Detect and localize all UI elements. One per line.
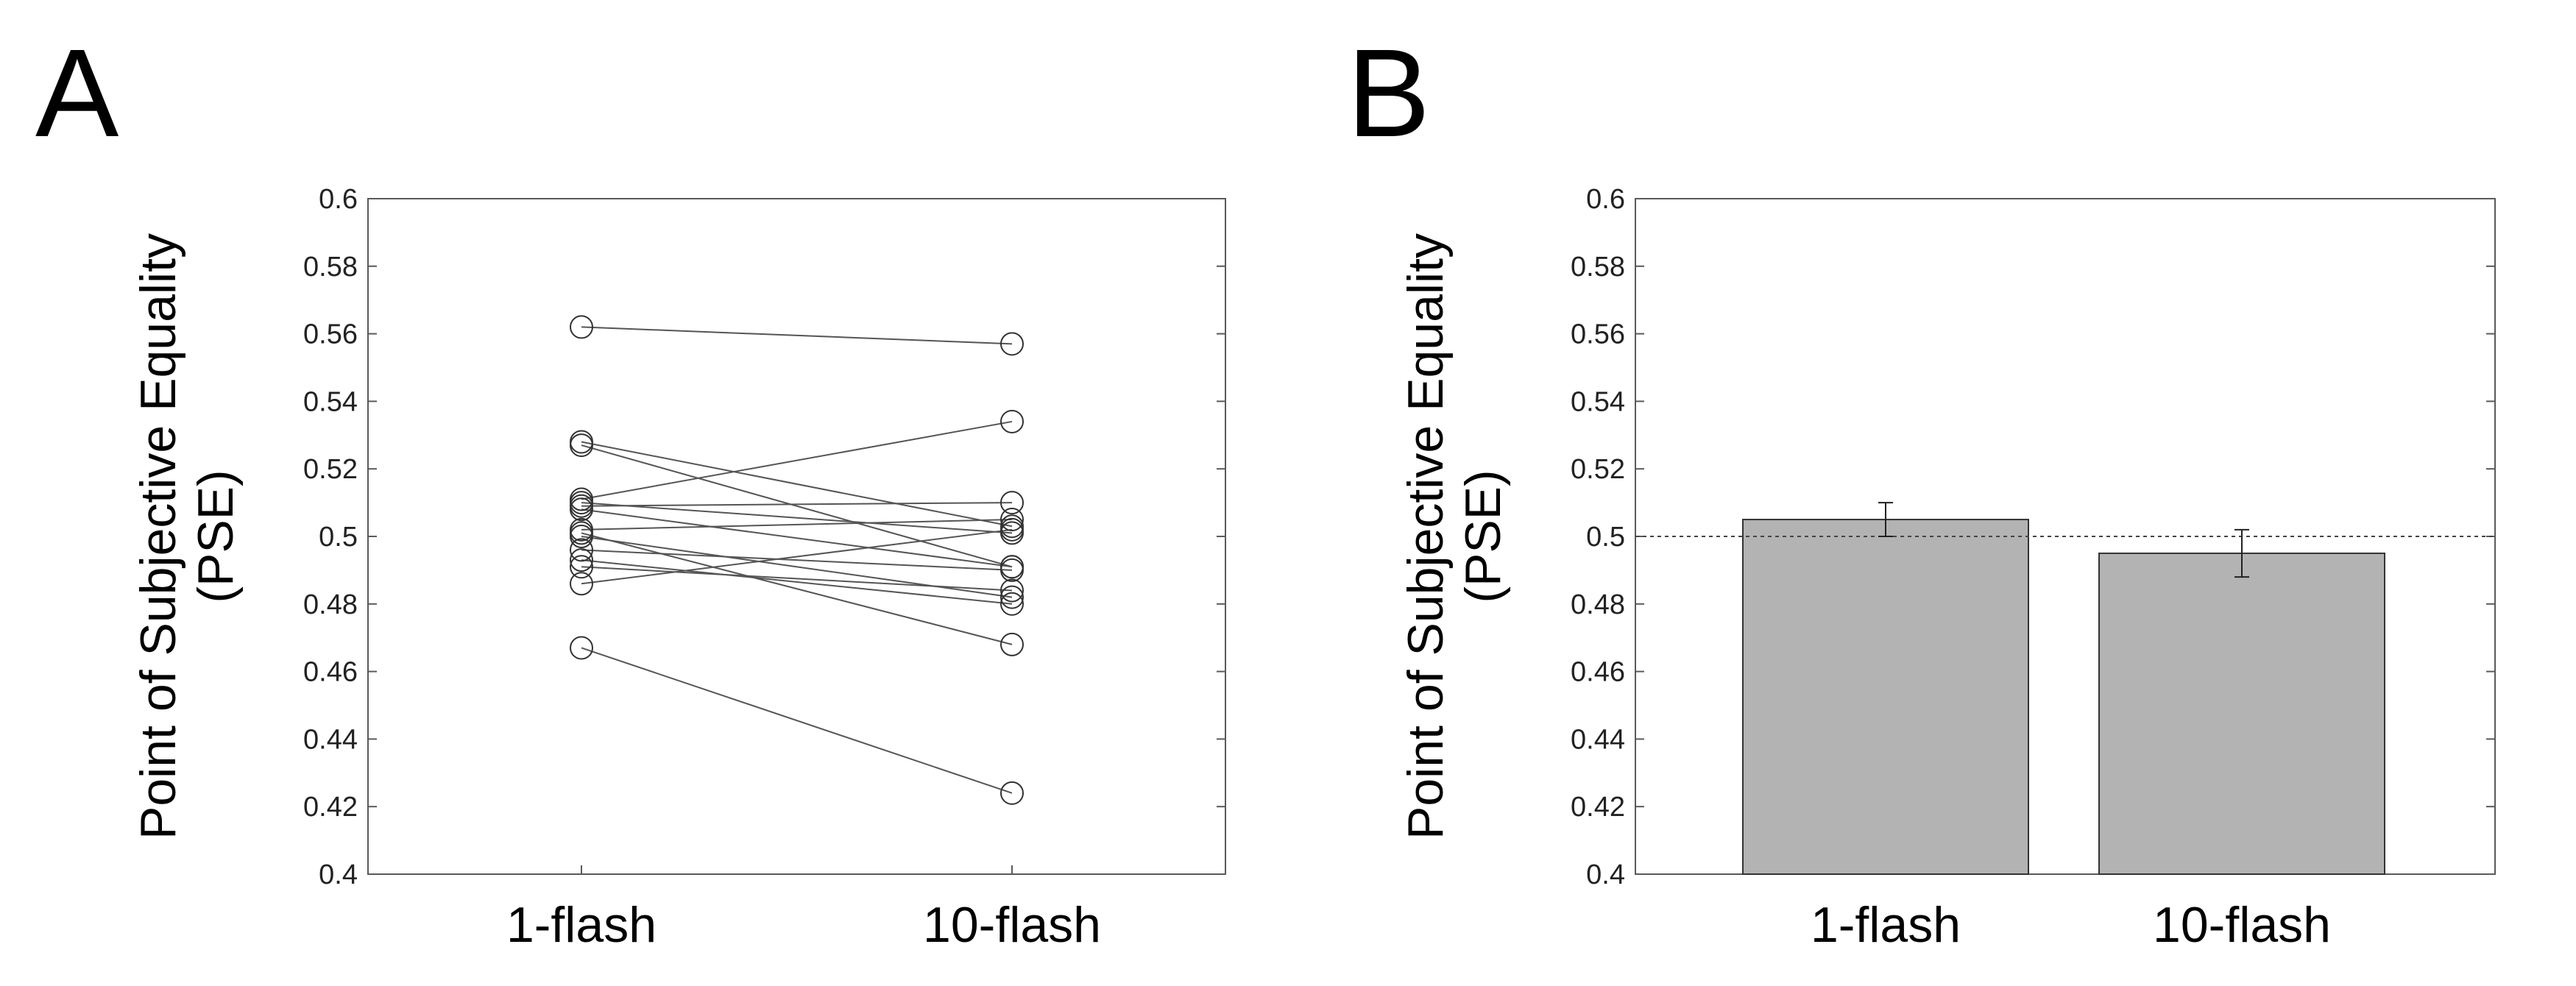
pair-line [581,441,1013,528]
data-point-1-flash [570,433,593,458]
data-point-10-flash [1000,585,1024,609]
pair-line [581,559,1013,605]
panel-b-letter: B [1347,24,1430,163]
y-tick-label: 0.48 [1571,589,1625,620]
y-axis-title-line: (PSE) [188,469,244,603]
panel-a-letter: A [35,24,119,163]
y-tick-label: 0.58 [1571,252,1625,283]
data-point-10-flash [1000,632,1024,656]
pair-line [581,549,1013,571]
x-category-label: 10-flash [923,897,1101,953]
panel-b: B 0.4 0.42 0.44 0.46 0.48 0.5 0.52 0.54 0.56 0.58… [1347,24,2496,953]
y-tick-label: 0.52 [1571,454,1625,485]
data-point-10-flash [1000,491,1024,515]
y-axis-title-line: Point of Subjective Equality [1398,233,1454,840]
y-tick-label: 0.5 [319,522,358,553]
y-tick-label: 0.52 [303,454,358,485]
y-tick-label: 0.44 [303,724,358,755]
data-point-1-flash [570,555,593,579]
data-point-1-flash [570,538,593,562]
pair-line [581,502,1013,534]
plot-frame [367,198,1226,875]
pair-line [581,566,1013,592]
y-tick-label: 0.42 [1571,792,1625,823]
y-tick-label: 0.4 [1586,859,1625,890]
y-tick-label: 0.54 [1571,386,1625,417]
y-axis-title-line: (PSE) [1455,469,1511,603]
y-axis-title: Point of Subjective Equality(PSE) [1398,233,1511,840]
pair-line [581,326,1013,345]
data-point-10-flash [1000,592,1024,616]
bar [1742,519,2029,875]
data-point-1-flash [570,525,593,548]
y-axis-title-line: Point of Subjective Equality [130,233,186,840]
y-tick-label: 0.46 [303,657,358,688]
panel-b-axes: 0.4 0.42 0.44 0.46 0.48 0.5 0.52 0.54 0.56 0.58 0.… [1398,184,2496,953]
y-tick-label: 0.42 [303,792,358,823]
data-point-10-flash [1000,578,1024,603]
bar [2098,552,2385,875]
panel-a: A 0.4 0.42 0.44 0.46 0.48 0.5 0.52 0.54 0.56 0.58… [35,24,1226,953]
x-category-label: 10-flash [2153,897,2331,953]
y-tick-label: 0.56 [303,319,358,350]
y-tick-label: 0.56 [1571,319,1625,350]
y-tick-label: 0.58 [303,252,358,283]
data-point-10-flash [1000,558,1024,582]
pair-line [581,508,1013,568]
data-point-1-flash [570,497,593,522]
data-point-1-flash [570,548,593,572]
y-tick-label: 0.6 [1586,184,1625,215]
x-category-label: 1-flash [1811,897,1961,953]
panel-a-axes: 0.4 0.42 0.44 0.46 0.48 0.5 0.52 0.54 0.56 0.58 0.… [130,184,1226,953]
y-tick-label: 0.44 [1571,724,1625,755]
y-tick-label: 0.5 [1586,522,1625,553]
data-point-10-flash [1000,409,1024,433]
y-tick-label: 0.48 [303,589,358,620]
y-tick-label: 0.4 [319,859,358,890]
pair-line [581,519,1013,531]
x-category-label: 1-flash [506,897,657,953]
pair-line [581,502,1013,507]
y-tick-label: 0.46 [1571,657,1625,688]
pair-line [581,528,1013,585]
pair-line [581,420,1013,500]
data-point-10-flash [1000,517,1024,542]
y-tick-label: 0.6 [319,184,358,215]
pair-line [581,532,1013,645]
data-point-10-flash [1000,508,1024,532]
data-point-1-flash [570,572,593,596]
y-tick-label: 0.54 [303,386,358,417]
data-point-10-flash [1000,781,1024,805]
y-axis-title: Point of Subjective Equality(PSE) [130,233,244,840]
pair-line [581,647,1013,794]
data-point-1-flash [570,636,593,660]
data-point-1-flash [570,315,593,339]
pair-line [581,444,1013,568]
data-point-10-flash [1000,332,1024,356]
